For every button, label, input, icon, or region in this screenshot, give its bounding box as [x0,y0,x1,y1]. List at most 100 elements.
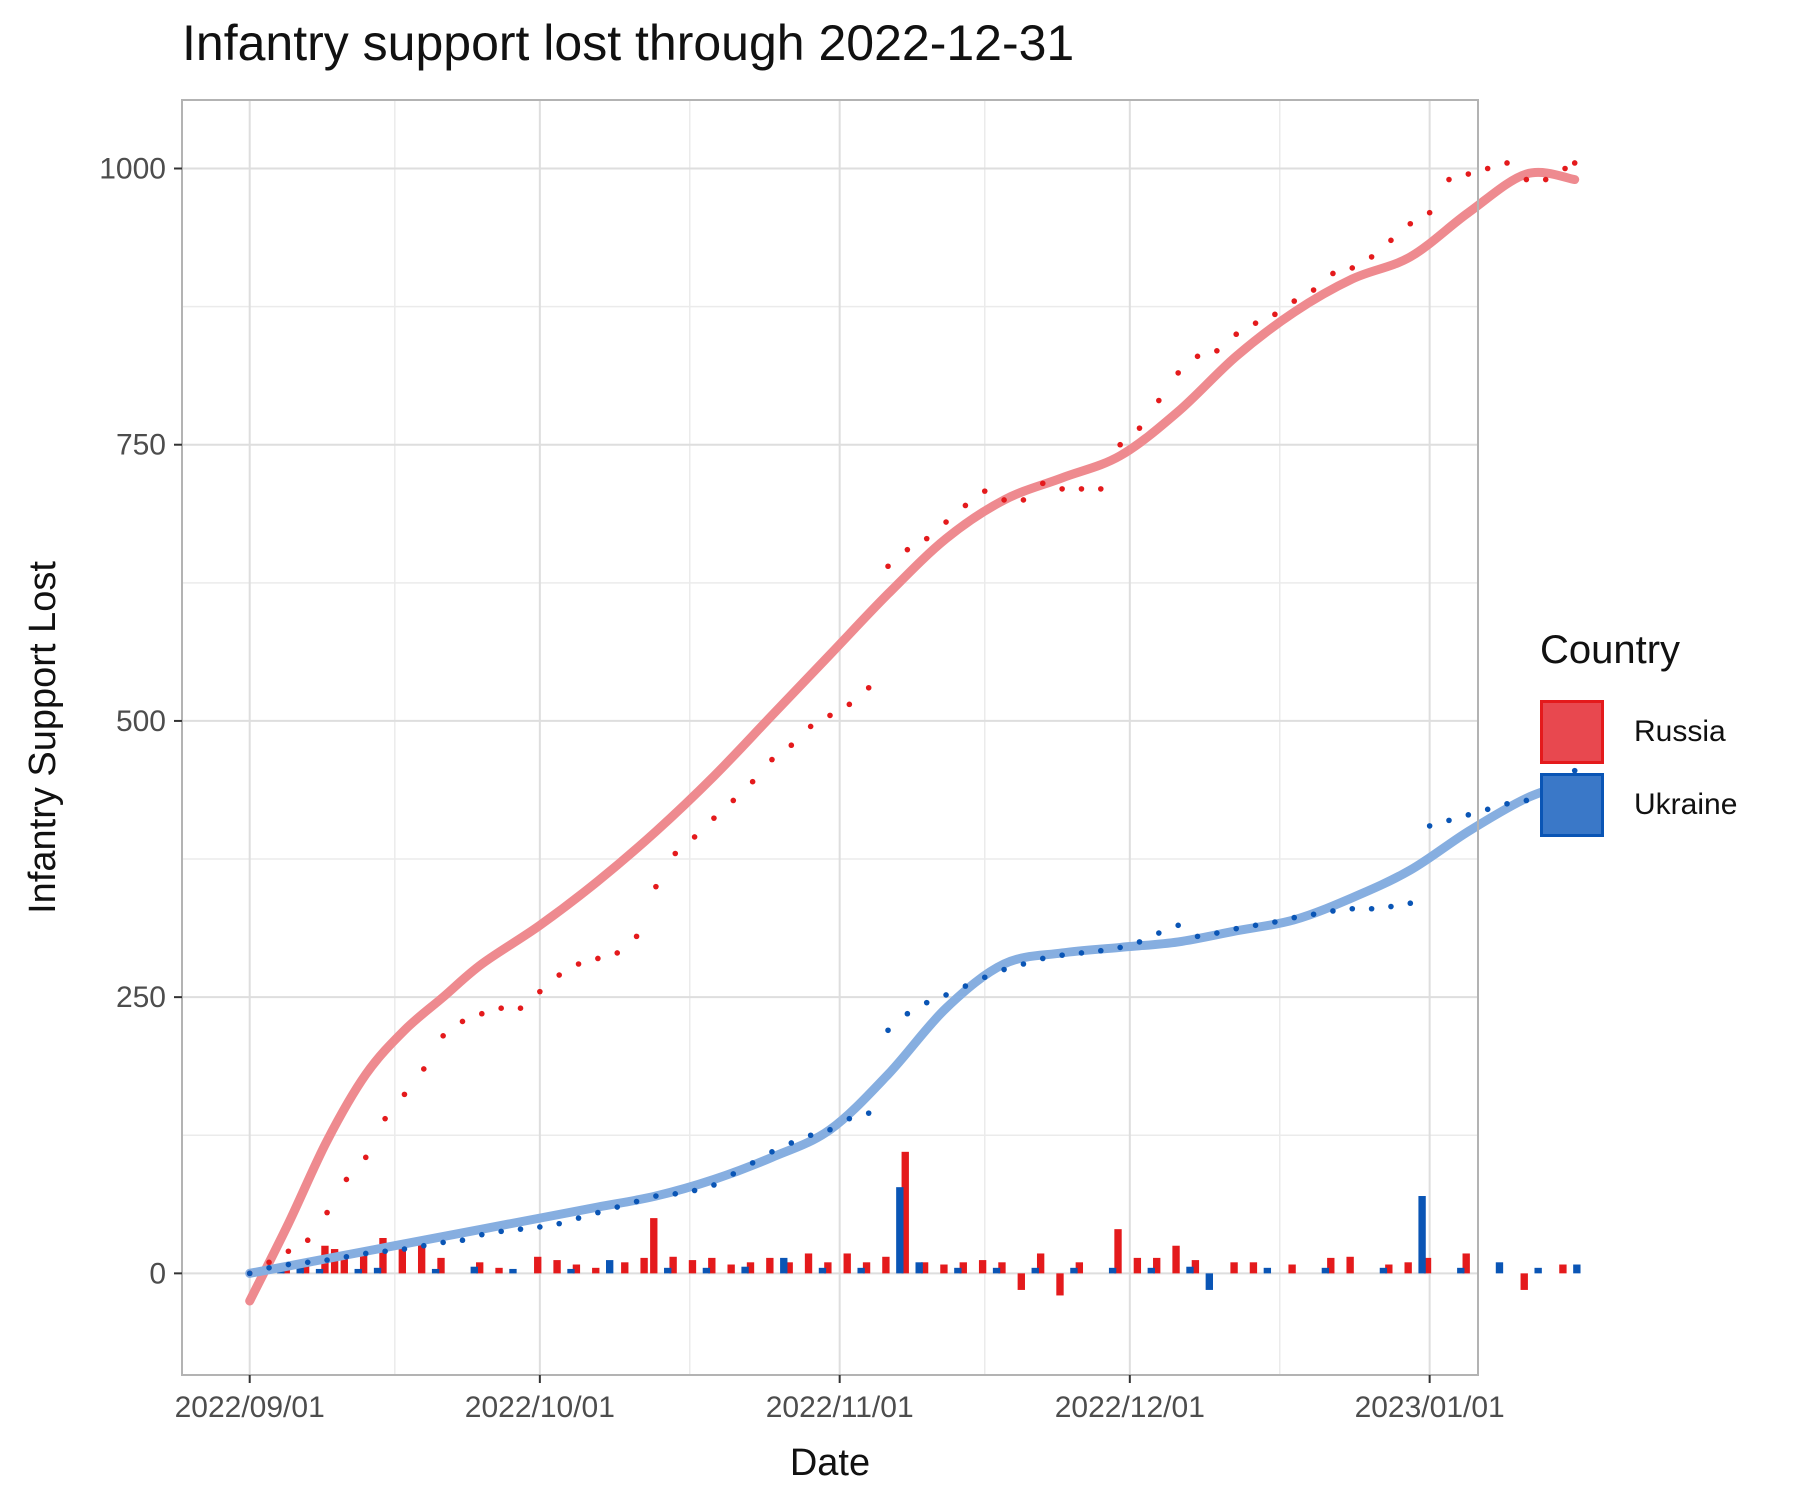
cumulative-point-ukraine [595,1209,601,1216]
daily-bar-russia [882,1256,890,1274]
daily-bar-russia [1153,1257,1161,1274]
cumulative-point-ukraine [923,999,930,1006]
x-tick-label: 2022/10/01 [465,1391,615,1424]
daily-bar-russia [824,1262,832,1274]
cumulative-point-russia [1446,176,1452,183]
cumulative-point-russia [1504,160,1510,166]
cumulative-point-russia [788,742,795,749]
daily-bar-russia [1385,1264,1393,1274]
cumulative-point-ukraine [1368,905,1375,912]
cumulative-point-russia [904,546,911,553]
daily-bar-ukraine [470,1266,478,1274]
cumulative-point-russia [362,1154,369,1161]
cumulative-point-ukraine [1465,812,1472,818]
daily-bar-russia [1520,1273,1528,1290]
cumulative-point-russia [691,834,698,840]
cumulative-point-ukraine [1059,952,1065,958]
daily-bar-russia [1346,1256,1354,1274]
cumulative-point-ukraine [1156,930,1162,936]
daily-bar-ukraine [992,1267,1001,1274]
cumulative-point-ukraine [1136,939,1143,945]
cumulative-point-ukraine [827,1126,833,1133]
daily-bar-russia [592,1267,600,1274]
daily-bar-ukraine [818,1267,827,1274]
daily-bar-russia [301,1262,310,1274]
daily-bar-russia [1404,1262,1412,1274]
cumulative-point-russia [1272,311,1278,318]
cumulative-point-russia [401,1091,408,1098]
daily-bar-ukraine [1321,1267,1330,1274]
cumulative-point-ukraine [324,1257,330,1263]
cumulative-point-russia [1310,287,1317,293]
daily-bar-ukraine [373,1267,382,1274]
cumulative-point-ukraine [633,1198,640,1205]
cumulative-point-ukraine [1407,900,1414,907]
cumulative-point-ukraine [1252,922,1259,929]
cumulative-point-russia [1001,497,1007,503]
cumulative-point-ukraine [865,1110,872,1116]
daily-bar-ukraine [780,1257,788,1274]
cumulative-point-russia [1175,370,1181,376]
cumulative-point-ukraine [1330,908,1336,914]
cumulative-point-russia [1098,486,1104,492]
daily-bar-russia [398,1249,406,1274]
cumulative-point-ukraine [537,1224,543,1230]
cumulative-points [246,160,1578,1277]
daily-bar-russia [1230,1262,1238,1274]
cumulative-point-russia [711,815,717,821]
daily-bar-ukraine [702,1267,711,1274]
daily-bar-russia [746,1262,755,1274]
daily-bar-russia [1288,1264,1296,1274]
smooth-lines [245,167,1580,1306]
daily-bar-russia [998,1262,1006,1274]
cumulative-point-russia [1233,331,1240,338]
daily-bar-russia [804,1253,813,1274]
daily-bar-russia [495,1267,503,1274]
cumulative-point-russia [420,1066,427,1072]
daily-bar-russia [959,1262,967,1274]
x-tick-label: 2022/11/01 [766,1391,914,1424]
daily-bar-ukraine [857,1267,865,1274]
daily-bar-russia [534,1256,542,1274]
cumulative-point-russia [807,723,814,730]
daily-bar-russia [640,1257,648,1274]
cumulative-point-russia [1562,165,1568,172]
axis-ticks [174,167,1431,1383]
daily-bar-russia [476,1262,484,1274]
daily-bar-ukraine [1534,1267,1542,1274]
cumulative-point-russia [517,1005,524,1011]
cumulative-point-ukraine [711,1182,717,1188]
cumulative-point-ukraine [1098,947,1104,954]
daily-bar-russia [553,1260,561,1274]
cumulative-point-ukraine [788,1140,795,1146]
daily-bar-russia [940,1264,948,1274]
cumulative-point-ukraine [1020,961,1027,967]
cumulative-point-russia [343,1176,350,1183]
daily-bar-russia [1327,1257,1335,1274]
cumulative-point-ukraine [1117,944,1123,951]
cumulative-point-ukraine [246,1270,253,1277]
cumulative-point-ukraine [885,1027,891,1034]
cumulative-point-ukraine [614,1204,621,1210]
x-tick-label: 2022/12/01 [1055,1391,1205,1424]
cumulative-point-russia [1059,486,1065,492]
daily-bar-russia [437,1257,445,1274]
cumulative-point-russia [575,961,582,967]
daily-bar-russia [340,1253,348,1274]
cumulative-point-russia [1039,480,1046,487]
cumulative-point-ukraine [1175,922,1181,929]
cumulative-point-russia [1156,397,1162,404]
cumulative-point-ukraine [1214,930,1220,936]
daily-bar-russia [843,1253,851,1274]
daily-bar-russia [727,1264,735,1274]
daily-bar-ukraine [315,1268,324,1274]
cumulative-point-russia [1020,497,1027,503]
cumulative-point-ukraine [943,992,949,998]
cumulative-point-ukraine [1310,911,1317,918]
cumulative-point-russia [440,1033,446,1039]
cumulative-point-ukraine [1388,903,1394,910]
cumulative-point-ukraine [343,1253,350,1260]
cumulative-point-russia [1194,353,1201,360]
cumulative-point-ukraine [981,974,988,981]
